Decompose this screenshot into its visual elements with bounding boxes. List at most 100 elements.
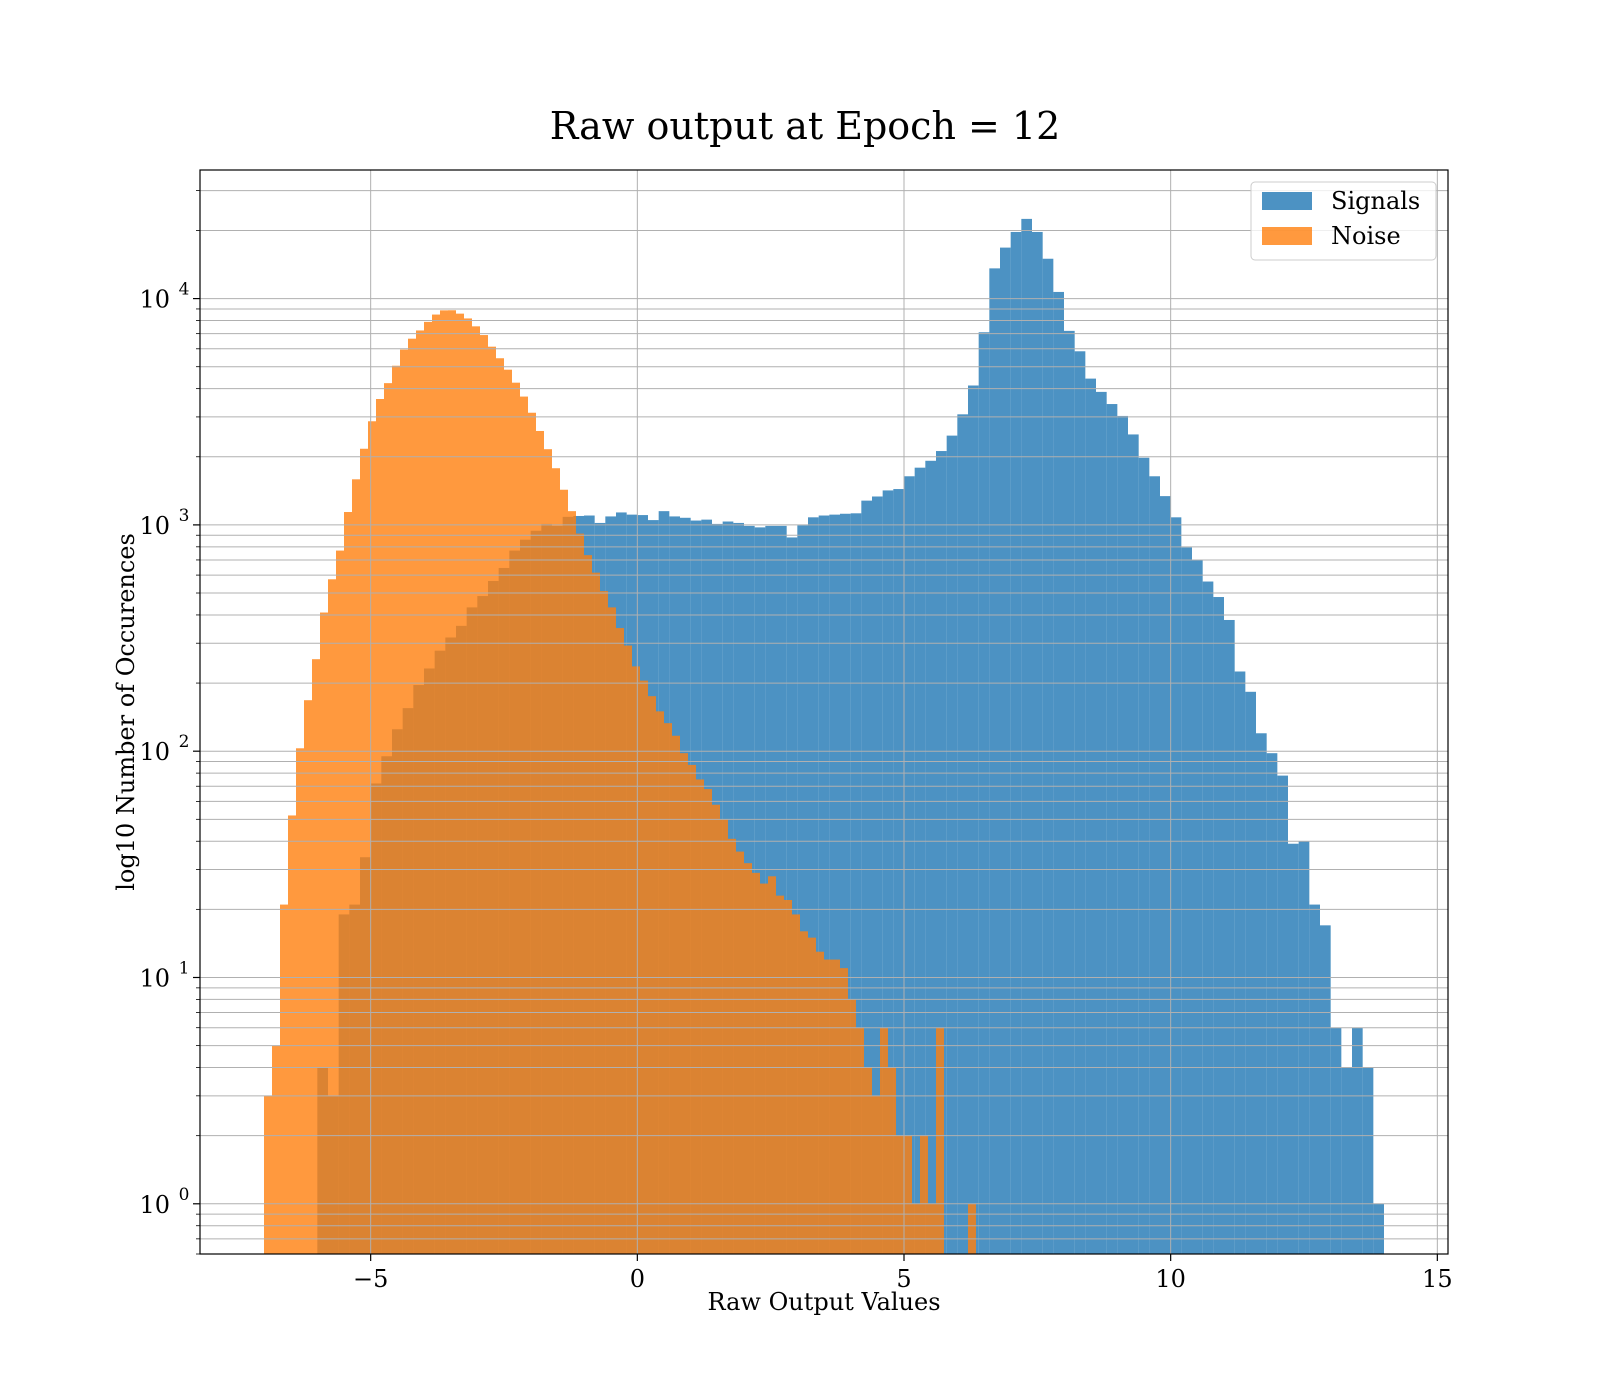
y-axis-label: log10 Number of Occurences [112, 533, 140, 891]
bar-noise-72 [840, 968, 848, 1254]
bar-noise-62 [760, 883, 768, 1254]
chart-title: Raw output at Epoch = 12 [550, 104, 1061, 148]
bar-noise-20 [424, 321, 432, 1254]
bar-noise-59 [736, 851, 744, 1254]
bar-noise-83 [928, 1203, 936, 1254]
y-tick-exponent-2: 2 [179, 732, 190, 752]
bar-signals-90 [1277, 775, 1288, 1254]
bar-noise-77 [880, 1027, 888, 1254]
bar-noise-10 [344, 512, 352, 1254]
bar-signals-52 [872, 496, 883, 1254]
bar-noise-54 [696, 779, 704, 1254]
y-tick-label-1: 10 [139, 964, 170, 992]
bar-signals-83 [1202, 581, 1214, 1254]
bar-noise-12 [360, 448, 368, 1254]
bar-noise-47 [640, 680, 648, 1254]
bar-noise-64 [776, 895, 784, 1254]
bar-noise-70 [824, 959, 832, 1254]
bar-noise-74 [856, 1027, 864, 1254]
bar-noise-46 [632, 666, 640, 1254]
grid-lines [200, 170, 1448, 1255]
bar-noise-9 [336, 550, 344, 1254]
bar-noise-58 [728, 838, 736, 1254]
plot-frame [199, 169, 1449, 1255]
bar-signals-74 [1106, 404, 1118, 1254]
y-tick-exponent-4: 4 [179, 280, 190, 300]
legend: Signals Noise [1250, 181, 1437, 261]
bar-signals-50 [850, 513, 862, 1254]
bar-noise-53 [688, 764, 696, 1254]
bar-noise-42 [600, 591, 608, 1254]
bar-noise-81 [912, 1203, 920, 1254]
bar-noise-61 [752, 872, 760, 1254]
bar-noise-30 [504, 369, 512, 1254]
y-tick-label-0: 10 [139, 1191, 170, 1219]
bar-noise-32 [520, 396, 528, 1254]
y-tick-label-3: 10 [139, 512, 170, 540]
bar-signals-44 [786, 537, 798, 1254]
bar-noise-73 [848, 999, 856, 1254]
x-axis-ticks: −5 0 5 10 15 [353, 1254, 1453, 1293]
bar-signals-51 [861, 500, 872, 1254]
bar-signals-98 [1362, 1067, 1374, 1254]
bar-noise-27 [480, 335, 488, 1254]
bar-signals-84 [1213, 597, 1224, 1254]
x-tick-label-0: −5 [353, 1265, 388, 1293]
bar-signals-59 [946, 435, 958, 1254]
bar-noise-44 [616, 628, 624, 1254]
bar-noise-50 [664, 723, 672, 1254]
bar-noise-31 [512, 382, 520, 1254]
bar-noise-19 [416, 330, 424, 1255]
bar-noise-7 [320, 612, 328, 1254]
bar-signals-87 [1245, 691, 1256, 1254]
y-tick-exponent-3: 3 [179, 506, 190, 526]
bar-noise-33 [528, 412, 536, 1254]
bar-signals-48 [829, 514, 840, 1254]
bar-signals-80 [1170, 517, 1182, 1254]
bar-noise-13 [368, 421, 376, 1254]
bar-noise-45 [624, 645, 632, 1254]
bar-noise-11 [352, 479, 360, 1254]
bar-signals-79 [1160, 496, 1171, 1254]
bar-noise-14 [376, 399, 384, 1254]
bar-noise-71 [832, 959, 840, 1254]
bar-noise-65 [784, 900, 792, 1254]
bar-signals-82 [1192, 559, 1203, 1254]
bar-signals-85 [1224, 619, 1235, 1254]
bar-noise-82 [920, 1135, 928, 1254]
bar-signals-97 [1352, 1027, 1363, 1254]
bar-noise-88 [968, 1203, 976, 1254]
bar-signals-46 [808, 517, 819, 1254]
bar-noise-36 [552, 468, 560, 1255]
bar-noise-4 [296, 748, 304, 1254]
legend-label-noise: Noise [1331, 222, 1401, 250]
bar-signals-75 [1117, 415, 1128, 1254]
y-axis-ticks: 10 0 10 1 10 2 10 3 10 4 [139, 190, 200, 1255]
legend-swatch-signals [1262, 192, 1312, 210]
bar-signals-43 [776, 525, 787, 1254]
x-tick-label-3: 10 [1155, 1265, 1186, 1293]
bar-noise-52 [680, 753, 688, 1254]
bar-noise-57 [720, 819, 728, 1254]
bar-signals-68 [1042, 258, 1054, 1254]
x-tick-label-1: 0 [630, 1265, 645, 1293]
bar-signals-53 [882, 490, 894, 1254]
y-tick-label-4: 10 [139, 286, 170, 314]
bar-signals-57 [925, 460, 936, 1254]
bar-noise-55 [704, 789, 712, 1254]
bar-signals-71 [1074, 351, 1086, 1254]
legend-swatch-noise [1262, 227, 1312, 245]
bar-noise-37 [560, 489, 568, 1255]
bar-noise-22 [440, 310, 448, 1254]
histogram-bars [264, 218, 1384, 1255]
bar-signals-65 [1010, 231, 1022, 1254]
bar-signals-66 [1021, 218, 1032, 1254]
bar-signals-47 [818, 515, 830, 1254]
bar-signals-76 [1128, 434, 1139, 1254]
bar-noise-2 [280, 904, 288, 1254]
y-tick-exponent-0: 0 [179, 1185, 190, 1205]
bar-noise-38 [568, 511, 576, 1254]
bar-signals-58 [936, 451, 947, 1254]
bar-signals-81 [1181, 547, 1192, 1254]
